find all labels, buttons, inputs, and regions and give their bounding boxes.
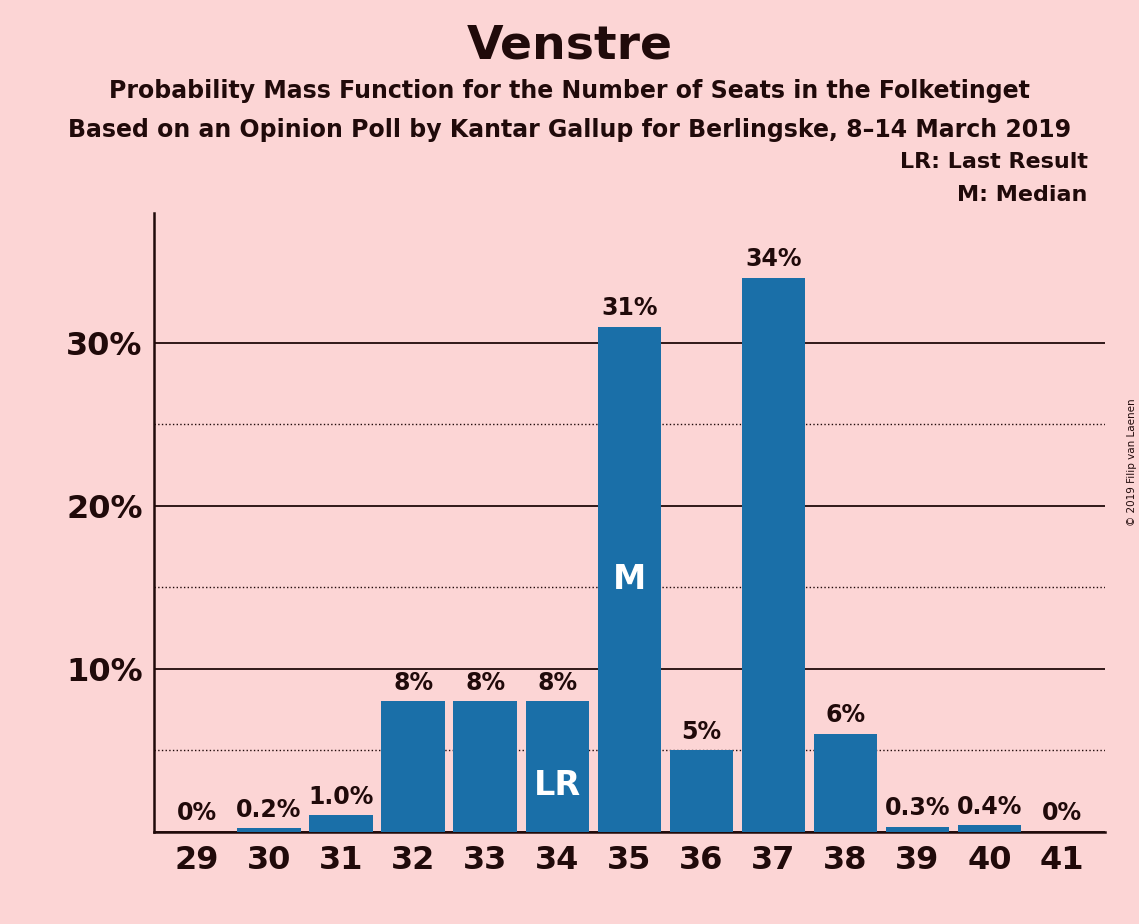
Text: 0.4%: 0.4% xyxy=(957,795,1022,819)
Bar xyxy=(525,701,589,832)
Text: M: Median: M: Median xyxy=(958,185,1088,205)
Text: LR: Last Result: LR: Last Result xyxy=(900,152,1088,173)
Text: 34%: 34% xyxy=(745,247,802,271)
Bar xyxy=(453,701,517,832)
Bar xyxy=(598,326,661,832)
Bar xyxy=(813,734,877,832)
Text: 8%: 8% xyxy=(538,671,577,695)
Text: Venstre: Venstre xyxy=(467,23,672,68)
Text: Probability Mass Function for the Number of Seats in the Folketinget: Probability Mass Function for the Number… xyxy=(109,79,1030,103)
Text: Based on an Opinion Poll by Kantar Gallup for Berlingske, 8–14 March 2019: Based on an Opinion Poll by Kantar Gallu… xyxy=(68,118,1071,142)
Text: 0%: 0% xyxy=(1041,801,1082,825)
Text: LR: LR xyxy=(534,770,581,802)
Text: 5%: 5% xyxy=(681,720,721,744)
Text: M: M xyxy=(613,563,646,596)
Bar xyxy=(382,701,445,832)
Text: 6%: 6% xyxy=(826,703,866,727)
Bar xyxy=(237,828,301,832)
Bar xyxy=(886,827,949,832)
Text: 0.3%: 0.3% xyxy=(885,796,950,821)
Bar xyxy=(310,815,372,832)
Bar xyxy=(670,750,734,832)
Text: 0%: 0% xyxy=(177,801,218,825)
Text: © 2019 Filip van Laenen: © 2019 Filip van Laenen xyxy=(1126,398,1137,526)
Text: 8%: 8% xyxy=(393,671,433,695)
Bar xyxy=(741,278,805,832)
Text: 0.2%: 0.2% xyxy=(237,797,302,821)
Bar xyxy=(958,825,1022,832)
Text: 1.0%: 1.0% xyxy=(309,784,374,808)
Text: 8%: 8% xyxy=(465,671,506,695)
Text: 31%: 31% xyxy=(601,296,657,320)
